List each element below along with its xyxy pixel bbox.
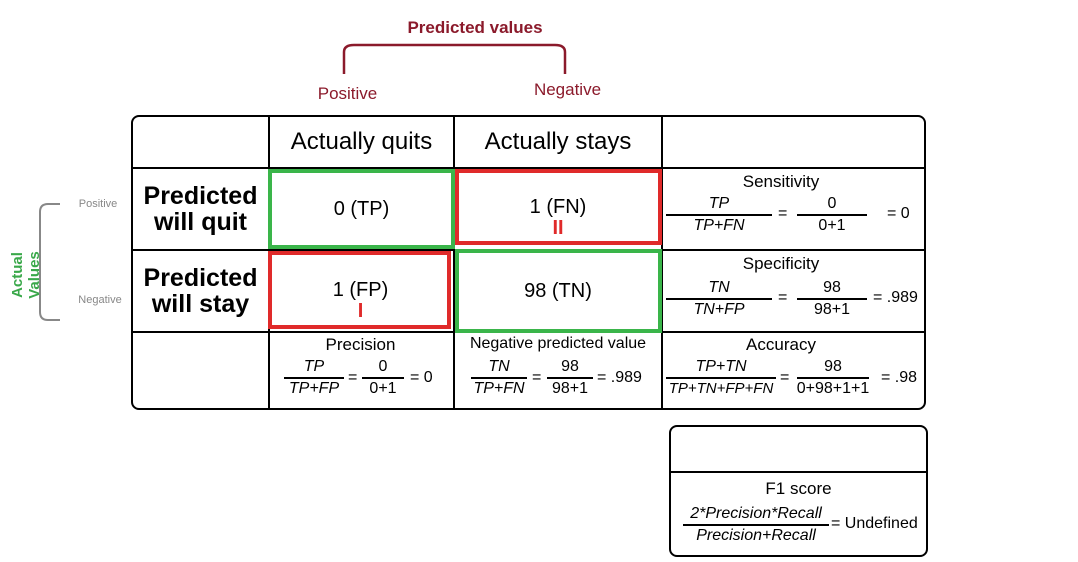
specificity-cell: Specificity TN TN+FP = 98 98+1 = .989 bbox=[661, 250, 926, 330]
precision-title: Precision bbox=[325, 335, 396, 354]
tp-value: 0 (TP) bbox=[333, 197, 390, 220]
fp-highlight-box bbox=[268, 251, 451, 329]
npv-title: Negative predicted value bbox=[469, 335, 647, 352]
accuracy-title: Accuracy bbox=[746, 335, 816, 354]
row-label-predicted-will-quit: Predicted will quit bbox=[143, 182, 258, 236]
tn-value: 98 (TN) bbox=[524, 279, 592, 302]
precision-formula: TP TP+FP bbox=[284, 357, 344, 399]
sensitivity-fraction: 0 0+1 bbox=[797, 194, 867, 236]
accuracy-fraction: 98 0+98+1+1 bbox=[796, 358, 870, 397]
specificity-formula: TN TN+FP bbox=[666, 278, 772, 320]
row-label-predicted-will-stay: Predicted will stay bbox=[143, 264, 258, 318]
predicted-values-title: Predicted values bbox=[407, 18, 543, 37]
npv-cell: Negative predicted value TN TP+FN = 98 9… bbox=[455, 331, 661, 411]
specificity-fraction: 98 98+1 bbox=[797, 278, 867, 320]
f1-score-box: F1 score 2*Precision*Recall Precision+Re… bbox=[669, 425, 928, 557]
sensitivity-result: = 0 bbox=[887, 205, 910, 222]
col-header-actually-quits: Actually quits bbox=[290, 128, 433, 155]
fn-highlight-box bbox=[455, 169, 662, 245]
confusion-matrix-table: Actually quits Actually stays Predicted … bbox=[131, 115, 926, 410]
sensitivity-formula: TP TP+FN bbox=[666, 194, 772, 236]
predicted-brace bbox=[342, 43, 567, 74]
precision-result: = 0 bbox=[410, 369, 433, 386]
f1-result: = Undefined bbox=[831, 515, 918, 532]
fn-error-mark: II bbox=[552, 217, 564, 239]
sensitivity-title: Sensitivity bbox=[742, 172, 820, 191]
accuracy-result: = .98 bbox=[881, 369, 918, 386]
specificity-result: = .989 bbox=[873, 289, 918, 306]
f1-formula: 2*Precision*Recall Precision+Recall bbox=[683, 504, 829, 546]
fp-value: 1 (FP) bbox=[332, 278, 389, 301]
actual-positive-label: Positive bbox=[78, 198, 118, 210]
f1-title: F1 score bbox=[765, 479, 832, 498]
specificity-title: Specificity bbox=[742, 254, 820, 273]
fp-error-mark: I bbox=[357, 300, 364, 322]
predicted-positive-label: Positive bbox=[317, 84, 378, 103]
npv-fraction: 98 98+1 bbox=[547, 357, 593, 399]
precision-fraction: 0 0+1 bbox=[362, 357, 404, 399]
tn-highlight-box bbox=[455, 249, 662, 333]
npv-result: = .989 bbox=[597, 369, 642, 386]
predicted-negative-label: Negative bbox=[533, 80, 602, 99]
precision-cell: Precision TP TP+FP = 0 0+1 = 0 bbox=[268, 331, 453, 411]
accuracy-cell: Accuracy TP+TN TP+TN+FP+FN = 98 0+98+1+1… bbox=[661, 331, 926, 411]
col-header-actually-stays: Actually stays bbox=[484, 128, 632, 155]
accuracy-formula: TP+TN TP+TN+FP+FN bbox=[666, 357, 776, 399]
actual-brace bbox=[39, 203, 60, 321]
actual-negative-label: Negative bbox=[78, 294, 122, 306]
fn-value: 1 (FN) bbox=[529, 195, 587, 218]
sensitivity-cell: Sensitivity TP TP+FN = 0 0+1 = 0 bbox=[661, 168, 926, 248]
npv-formula: TN TP+FN bbox=[471, 357, 527, 399]
tp-highlight-box bbox=[268, 169, 455, 249]
